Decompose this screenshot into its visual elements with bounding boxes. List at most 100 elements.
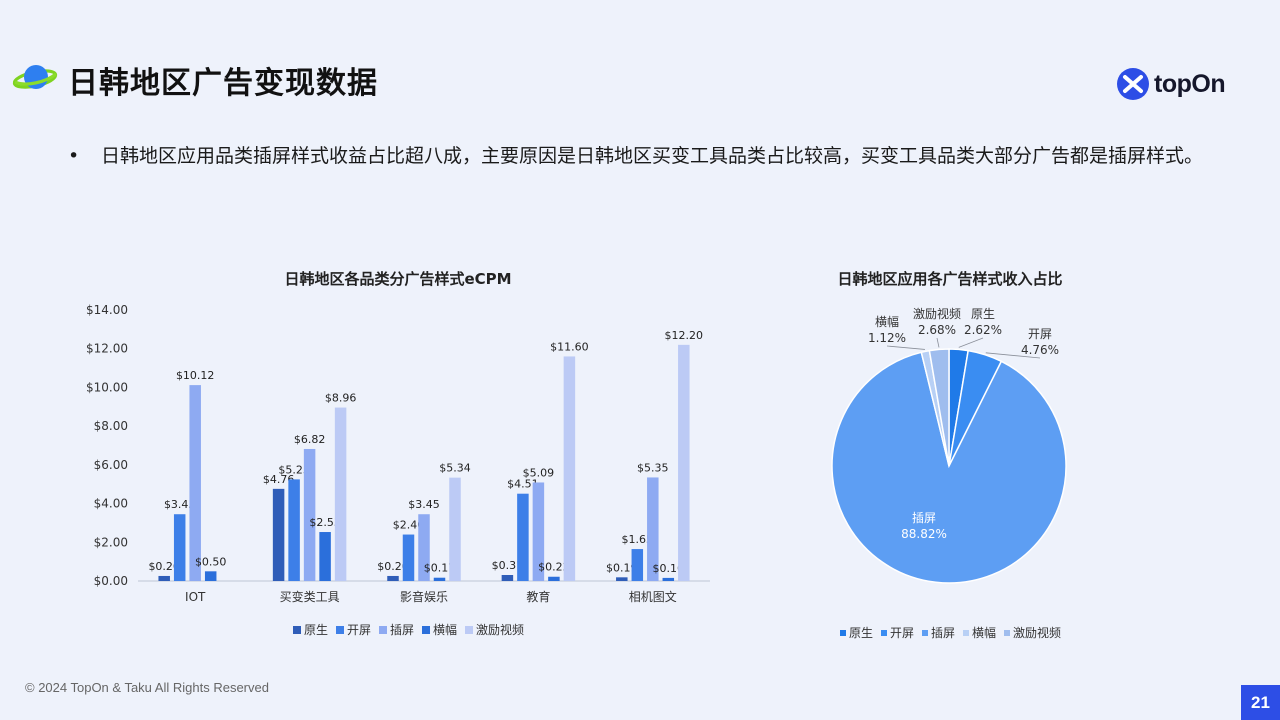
data-label: $0.19	[606, 561, 638, 574]
bar-chart-title: 日韩地区各品类分广告样式eCPM	[284, 270, 512, 288]
legend-swatch	[881, 630, 887, 636]
bar-chart-plot: $0.00 $2.00 $4.00 $6.00 $8.00 $10.00 $12.00 $14…	[86, 303, 710, 604]
pie-label-name: 原生	[971, 307, 995, 321]
data-label: $6.82	[294, 433, 326, 446]
data-label: $5.25	[278, 463, 310, 476]
pie-label-value: 2.62%	[964, 323, 1002, 337]
bar-开屏	[517, 493, 529, 581]
bar-插屏	[647, 477, 659, 581]
x-tick-label: 买变类工具	[280, 589, 340, 604]
data-label: $12.20	[665, 329, 704, 342]
legend-swatch	[1004, 630, 1010, 636]
legend-label: 插屏	[390, 623, 414, 637]
legend-swatch	[840, 630, 846, 636]
bar-激励视频	[563, 356, 576, 581]
bar-横幅	[204, 571, 217, 581]
legend-label: 激励视频	[1013, 625, 1061, 640]
data-label: $5.35	[637, 461, 669, 474]
brand-logo-icon	[1117, 68, 1149, 100]
x-tick-label: 教育	[526, 589, 550, 604]
data-label: $5.09	[523, 466, 555, 479]
data-label: $0.50	[195, 555, 227, 568]
bar-原生	[616, 577, 628, 581]
bar-插屏	[303, 448, 316, 581]
pie-leader-line	[936, 337, 940, 348]
data-label: $4.76	[263, 473, 295, 486]
bullet-marker: •	[68, 145, 80, 167]
pie-slice-插屏	[831, 351, 1067, 584]
data-label: $8.96	[325, 392, 357, 405]
page-number: 21	[1241, 685, 1280, 720]
pie-chart: 原生2.62% 开屏4.76%插屏88.82%横幅1.12%激励视频2.68%原生…	[831, 306, 1067, 640]
pie-label-name: 激励视频	[913, 306, 961, 321]
brand-logo: topOn	[1116, 66, 1226, 102]
legend-label: 插屏	[931, 626, 955, 640]
legend-swatch	[963, 630, 969, 636]
legend-label: 横幅	[972, 625, 996, 640]
data-label: $4.51	[507, 478, 539, 491]
y-tick-label: $2.00	[94, 535, 128, 549]
pie-chart-plot: 原生 2.62% 开屏 4.76% 插屏 88.82% 横幅 1.12% 激励视频 2.68%	[831, 306, 1067, 584]
pie-label-value: 2.68%	[918, 323, 956, 337]
bar-激励视频	[678, 344, 690, 581]
legend-label: 横幅	[433, 622, 457, 637]
y-tick-label: $10.00	[86, 380, 128, 394]
data-label: $2.40	[393, 519, 425, 532]
bar-激励视频	[334, 407, 347, 581]
y-tick-label: $14.00	[86, 303, 128, 317]
legend-swatch	[465, 626, 473, 634]
pie-chart-title: 日韩地区应用各广告样式收入占比	[837, 270, 1063, 288]
pie-label-value: 88.82%	[901, 527, 947, 541]
bar-横幅	[319, 532, 331, 581]
data-label: $3.45	[408, 498, 440, 511]
pie-leader-line	[886, 345, 925, 350]
bar-原生	[501, 574, 514, 581]
pie-label-name: 插屏	[912, 511, 936, 525]
bar-原生	[158, 575, 170, 581]
bar-chart-legend: 原生 开屏 插屏 横幅 激励视频	[293, 622, 524, 637]
bar-横幅	[548, 576, 560, 581]
pie-chart-legend: 原生 开屏 插屏 横幅 激励视频	[840, 625, 1061, 640]
data-label: $0.17	[424, 562, 456, 575]
legend-swatch	[336, 626, 344, 634]
data-label: $0.16	[653, 562, 685, 575]
brand-name: topOn	[1154, 69, 1226, 98]
data-label: $3.45	[164, 498, 196, 511]
data-label: $11.60	[550, 340, 589, 353]
x-tick-label: 影音娱乐	[400, 589, 448, 604]
legend-label: 原生	[304, 623, 328, 637]
header: 日韩地区广告变现数据 topOn	[0, 0, 1280, 120]
data-label: $0.31	[492, 559, 524, 572]
legend-label: 原生	[849, 626, 873, 640]
bar-横幅	[662, 577, 675, 581]
data-label: $5.34	[439, 462, 471, 475]
pie-label-value: 1.12%	[868, 331, 906, 345]
data-label: $0.26	[377, 560, 409, 573]
planet-icon	[12, 65, 58, 89]
bar-原生	[387, 575, 399, 581]
summary-text: 日韩地区应用品类插屏样式收益占比超八成，主要原因是日韩地区买变工具品类占比较高，…	[101, 145, 1204, 167]
bar-开屏	[631, 549, 644, 581]
pie-leader-line	[958, 337, 984, 348]
y-tick-label: $8.00	[94, 419, 128, 433]
data-label: $2.53	[309, 516, 341, 529]
y-tick-label: $0.00	[94, 574, 128, 588]
y-tick-label: $6.00	[94, 458, 128, 472]
data-label: $0.22	[538, 561, 570, 574]
bar-原生	[272, 488, 285, 581]
bar-插屏	[418, 514, 430, 581]
pie-label-value: 4.76%	[1021, 343, 1059, 357]
y-tick-label: $12.00	[86, 342, 128, 356]
bar-开屏	[173, 514, 186, 581]
legend-swatch	[422, 626, 430, 634]
x-tick-label: 相机图文	[629, 589, 677, 604]
data-label: $10.12	[176, 369, 215, 382]
bar-激励视频	[449, 477, 461, 581]
pie-leader-line	[985, 352, 1041, 359]
page-title: 日韩地区广告变现数据	[68, 66, 378, 101]
legend-label: 开屏	[347, 623, 371, 637]
bar-开屏	[402, 534, 415, 581]
legend-label: 激励视频	[476, 622, 524, 637]
data-label: $1.65	[622, 533, 654, 546]
pie-slice-激励视频	[928, 348, 950, 467]
